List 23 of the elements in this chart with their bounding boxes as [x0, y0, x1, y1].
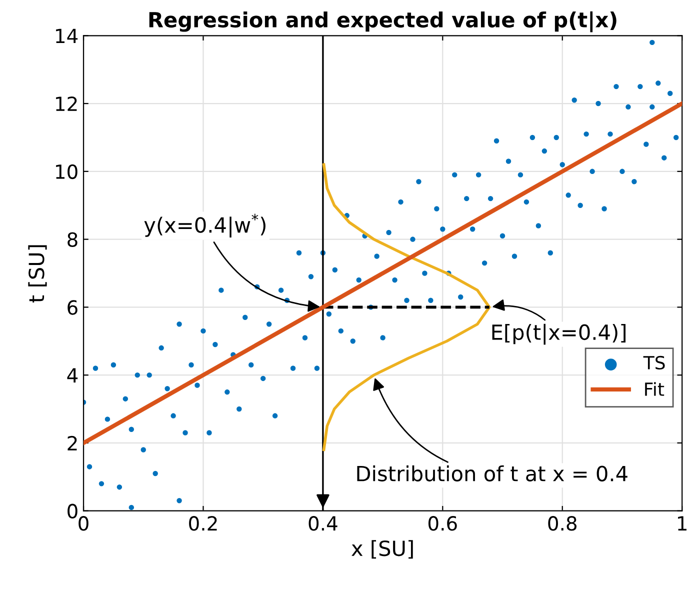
x-tick-label: 0.4: [308, 516, 338, 531]
annotation: E[p(t|x=0.4)]: [492, 324, 626, 345]
x-tick-label: 0.6: [428, 516, 457, 531]
x-tick-label: 0.2: [189, 516, 217, 531]
y-tick-label: 4: [67, 368, 78, 382]
legend-label: Fit: [645, 382, 664, 396]
legend-label: TS: [643, 356, 665, 370]
x-tick-label: 1: [678, 516, 686, 530]
y-axis-title: t [SU]: [28, 245, 47, 302]
chart-title: Regression and expected value of p(t|x): [149, 11, 616, 32]
x-axis-title: x [SU]: [352, 540, 413, 559]
y-tick-label: 0: [68, 504, 78, 519]
line-series: [322, 163, 491, 452]
y-tick-label: 6: [68, 300, 78, 315]
y-tick-label: 10: [56, 164, 78, 180]
annotation: Distribution of t at x = 0.4: [357, 465, 628, 482]
x-tick-label: 0.8: [548, 516, 576, 531]
y-tick-label: 8: [68, 232, 78, 247]
y-tick-label: 12: [56, 96, 77, 111]
x-tick-label: 0: [78, 516, 88, 531]
y-tick-label: 14: [56, 28, 78, 44]
annotation: y(x=0.4|w$^{*}$): [144, 214, 266, 238]
y-tick-label: 2: [68, 436, 77, 450]
